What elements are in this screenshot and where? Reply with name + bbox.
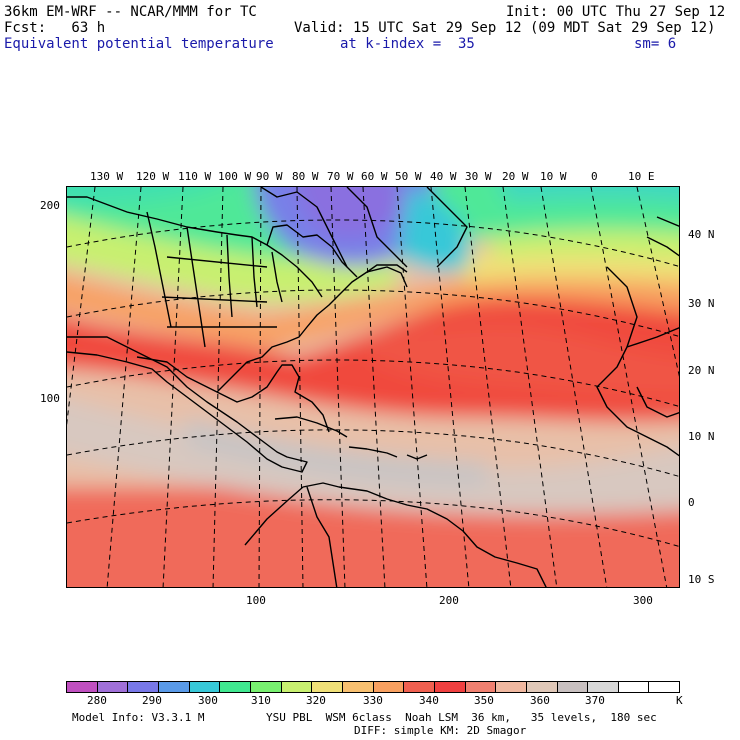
lat-label: 0	[688, 496, 695, 509]
colorbar-label: 370	[585, 694, 605, 707]
colorbar-swatch	[588, 682, 619, 692]
lat-label: 10 N	[688, 430, 715, 443]
colorbar-label: 290	[142, 694, 162, 707]
lon-label: 20 W	[502, 170, 529, 183]
lon-label: 50 W	[395, 170, 422, 183]
init-time: Init: 00 UTC Thu 27 Sep 12	[506, 4, 726, 20]
colorbar-label: 350	[474, 694, 494, 707]
forecast-hour: Fcst: 63 h	[4, 20, 106, 36]
map-svg	[67, 187, 679, 587]
colorbar-swatch	[373, 682, 405, 692]
colorbar-label: 340	[419, 694, 439, 707]
lat-label: 10 S	[688, 573, 715, 586]
grid-x-label: 200	[439, 594, 459, 607]
colorbar-label: 280	[87, 694, 107, 707]
grid-x-label: 300	[633, 594, 653, 607]
colorbar-swatch	[189, 682, 221, 692]
colorbar-swatch	[312, 682, 343, 692]
colorbar-swatch	[526, 682, 558, 692]
colorbar-swatch	[97, 682, 129, 692]
colorbar-swatch	[557, 682, 589, 692]
grid-y-label: 100	[40, 392, 60, 405]
lon-label: 70 W	[327, 170, 354, 183]
lat-label: 20 N	[688, 364, 715, 377]
field-shading	[67, 187, 679, 587]
colorbar-swatch	[342, 682, 374, 692]
lon-label: 110 W	[178, 170, 212, 183]
grid-x-label: 100	[246, 594, 266, 607]
lat-label: 40 N	[688, 228, 715, 241]
colorbar-swatch	[404, 682, 435, 692]
colorbar-label: 320	[306, 694, 326, 707]
colorbar-label: 360	[530, 694, 550, 707]
level-index: at k-index = 35	[340, 36, 475, 52]
colorbar-swatch	[465, 682, 497, 692]
lon-label: 60 W	[361, 170, 388, 183]
graticule	[67, 187, 679, 587]
colorbar-label: 330	[363, 694, 383, 707]
diffusion-info: DIFF: simple KM: 2D Smagor	[354, 724, 527, 737]
lat-label: 30 N	[688, 297, 715, 310]
theta-e-map	[66, 186, 680, 588]
colorbar-unit: K	[676, 694, 683, 707]
lon-label: 10 E	[628, 170, 655, 183]
lon-label: 90 W	[256, 170, 283, 183]
grid-y-label: 200	[40, 199, 60, 212]
colorbar-swatch	[281, 682, 313, 692]
field-name: Equivalent potential temperature	[4, 36, 274, 52]
colorbar-swatch	[67, 682, 98, 692]
valid-time: Valid: 15 UTC Sat 29 Sep 12 (09 MDT Sat …	[294, 20, 716, 36]
lon-label: 80 W	[292, 170, 319, 183]
lon-label: 0	[591, 170, 598, 183]
lon-label: 40 W	[430, 170, 457, 183]
lon-label: 10 W	[540, 170, 567, 183]
lon-label: 120 W	[136, 170, 170, 183]
lon-label: 30 W	[465, 170, 492, 183]
smoothing: sm= 6	[634, 36, 677, 52]
lon-label: 130 W	[90, 170, 124, 183]
colorbar-label: 300	[198, 694, 218, 707]
colorbar-swatch	[649, 682, 680, 692]
colorbar-swatch	[220, 682, 251, 692]
colorbar-swatch	[434, 682, 466, 692]
colorbar-swatch	[496, 682, 527, 692]
colorbar-label: 310	[251, 694, 271, 707]
colorbar-swatch	[618, 682, 650, 692]
lon-label: 100 W	[218, 170, 252, 183]
model-info: Model Info: V3.3.1 M	[72, 711, 205, 724]
model-title: 36km EM-WRF -- NCAR/MMM for TC	[4, 4, 257, 20]
colorbar-swatch	[158, 682, 190, 692]
colorbar-swatch	[128, 682, 159, 692]
physics-info: YSU PBL WSM 6class Noah LSM 36 km, 35 le…	[266, 711, 657, 724]
colorbar-swatch	[250, 682, 282, 692]
colorbar	[66, 681, 680, 693]
